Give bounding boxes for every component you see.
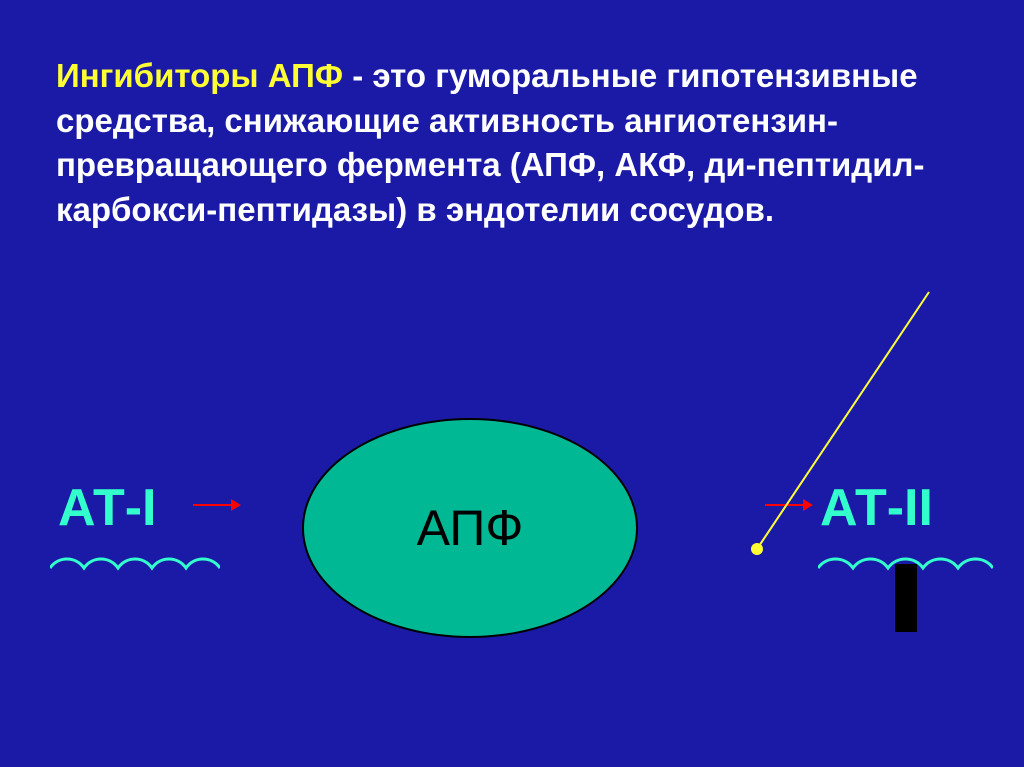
pointer-line [0,0,1024,767]
slide-canvas: Ингибиторы АПФ - это гуморальные гипотен… [0,0,1024,767]
